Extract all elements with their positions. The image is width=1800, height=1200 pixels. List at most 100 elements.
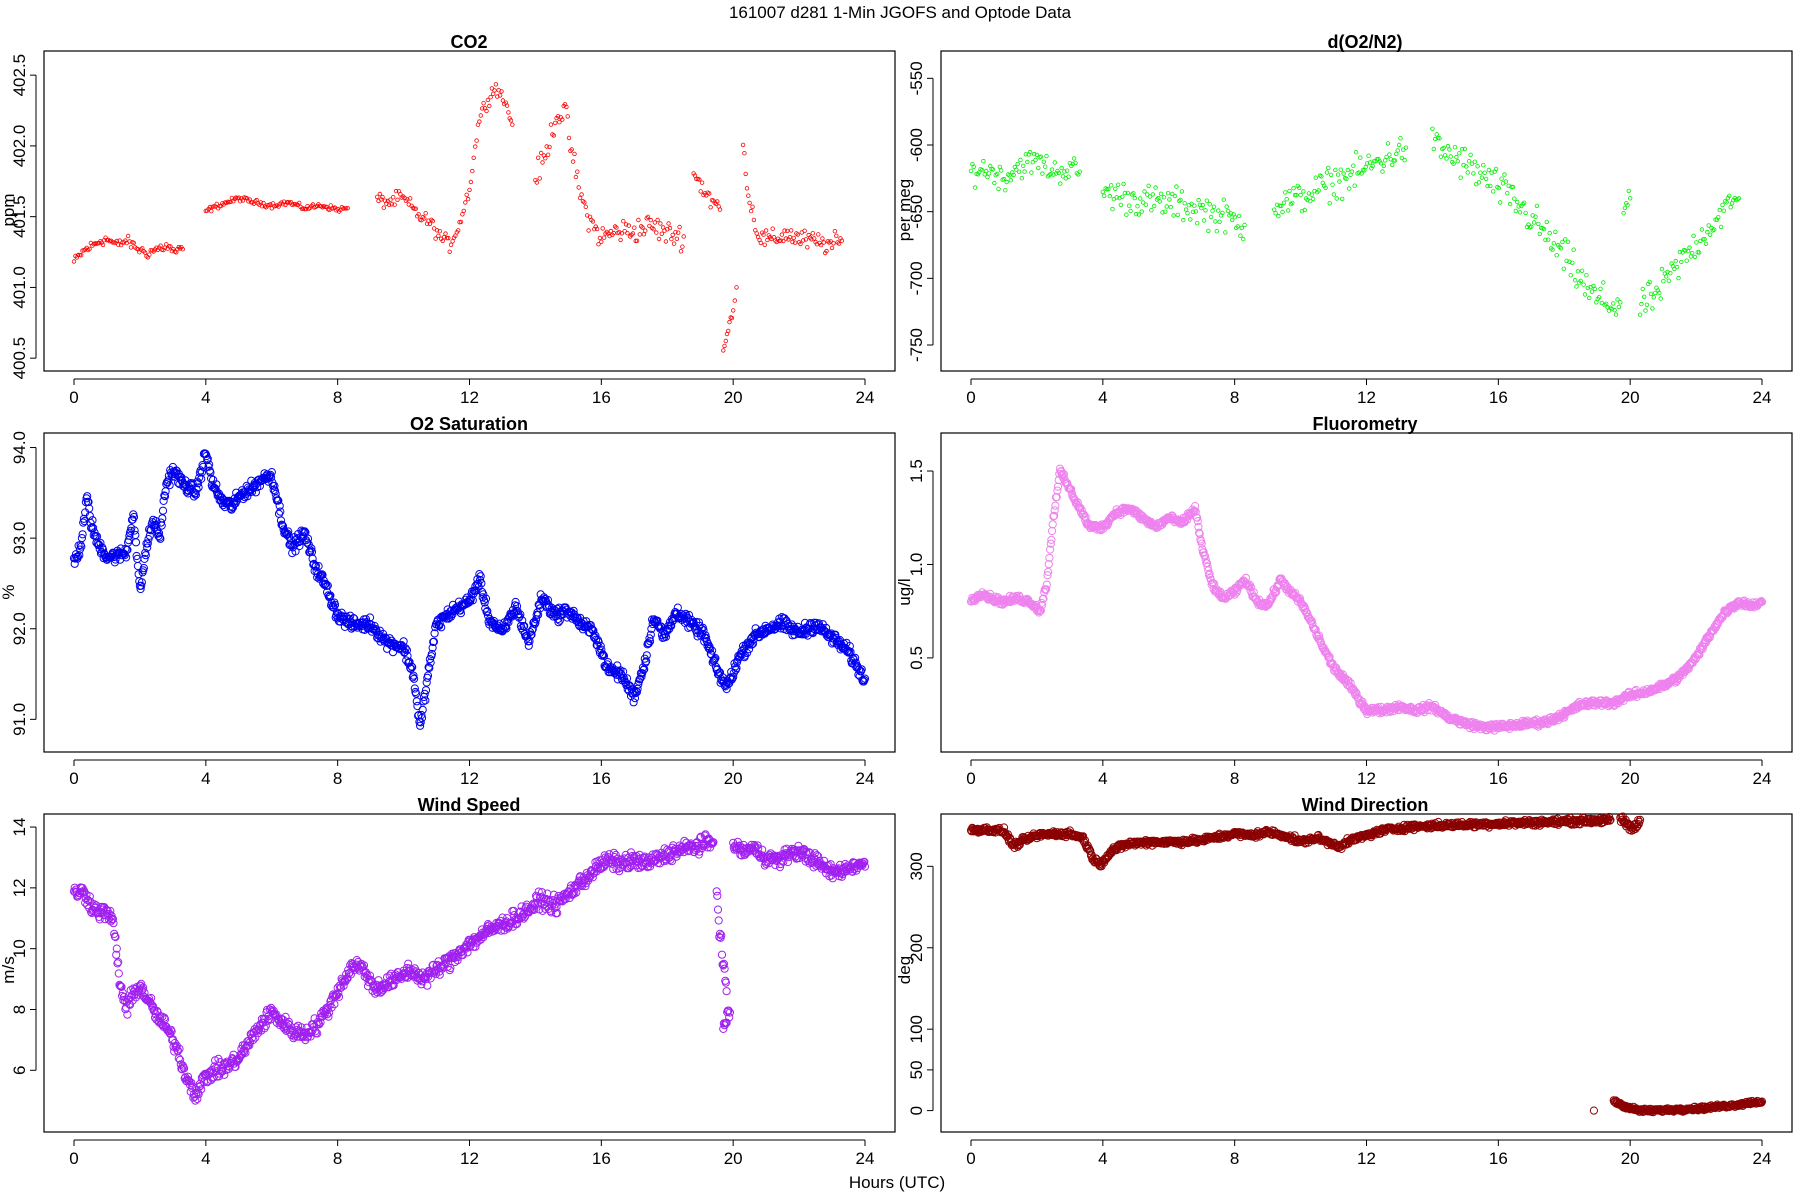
o2-saturation-point — [276, 507, 285, 516]
do2n2-point — [1215, 208, 1221, 213]
co2-point — [597, 235, 603, 241]
do2n2-plot-frame — [940, 50, 1793, 372]
co2-point — [630, 231, 636, 236]
do2n2-point — [1702, 236, 1707, 242]
o2-saturation-point — [88, 516, 97, 525]
co2-point — [832, 228, 838, 234]
o2-saturation-point — [77, 542, 86, 551]
co2-point — [671, 241, 677, 246]
co2-point — [413, 206, 418, 211]
fluorometry-point — [1042, 580, 1051, 589]
o2-saturation-point — [748, 639, 758, 648]
co2-point — [474, 138, 479, 143]
co2-point — [228, 199, 233, 204]
fluorometry-y-axis: 0.51.01.5 — [907, 459, 934, 670]
do2n2-point — [1281, 200, 1287, 205]
do2n2-point — [1335, 172, 1341, 177]
do2n2-point — [1651, 295, 1656, 300]
o2-saturation-point — [330, 600, 340, 610]
o2-saturation-point — [407, 662, 416, 671]
do2n2-point — [1385, 141, 1391, 146]
do2n2-point — [1610, 301, 1616, 306]
o2-saturation-x-tick-label: 24 — [856, 769, 875, 788]
co2-point — [543, 155, 548, 161]
co2-point — [782, 228, 787, 233]
do2n2-point — [1298, 192, 1303, 198]
do2n2-point — [1316, 188, 1321, 193]
co2-point — [99, 240, 104, 245]
co2-point — [388, 197, 393, 202]
wind-speed-x-tick-label: 16 — [592, 1149, 611, 1168]
do2n2-point — [1308, 198, 1313, 204]
wind-direction-x-tick-label: 24 — [1753, 1149, 1772, 1168]
wind-direction-title: Wind Direction — [1302, 795, 1429, 815]
co2-point — [341, 206, 346, 211]
co2-y-tick-label: 400.5 — [10, 337, 29, 380]
do2n2-point — [1122, 190, 1128, 196]
do2n2-point — [1058, 181, 1063, 186]
do2n2-point — [1071, 156, 1077, 161]
o2-saturation-point — [270, 481, 279, 490]
do2n2-point — [1280, 209, 1285, 215]
o2-saturation-point — [742, 648, 752, 658]
o2-saturation-point — [516, 610, 525, 619]
co2-point — [770, 226, 775, 231]
co2-point — [608, 228, 614, 234]
co2-point — [386, 202, 392, 207]
fluorometry-points — [966, 464, 1767, 735]
wind-speed-point — [713, 891, 722, 900]
o2-saturation-point — [636, 674, 645, 683]
do2n2-point — [1138, 196, 1143, 201]
fluorometry-point — [1051, 501, 1060, 510]
o2-saturation-point — [133, 561, 142, 571]
do2n2-point — [1705, 229, 1710, 235]
do2n2-point — [1677, 249, 1683, 255]
do2n2-x-tick-label: 24 — [1753, 388, 1772, 407]
o2-saturation-point — [311, 561, 320, 570]
do2n2-point — [1161, 194, 1167, 200]
do2n2-point — [1571, 247, 1576, 252]
do2n2-point — [1640, 286, 1645, 292]
o2-saturation-point — [80, 517, 89, 526]
co2-point — [636, 217, 641, 223]
co2-point — [500, 98, 506, 103]
o2-saturation-point — [194, 483, 203, 492]
co2-point — [534, 180, 539, 185]
do2n2-x-tick-label: 12 — [1357, 388, 1376, 407]
do2n2-point — [1077, 169, 1082, 174]
co2-point — [621, 218, 626, 224]
co2-point — [647, 223, 652, 229]
do2n2-point — [1554, 253, 1559, 258]
o2-saturation-point — [401, 644, 410, 653]
o2-saturation-point — [645, 634, 654, 643]
do2n2-point — [1171, 213, 1176, 218]
o2-saturation-point — [845, 642, 854, 651]
co2-point — [77, 252, 82, 258]
o2-saturation-point — [120, 551, 129, 560]
do2n2-point — [1228, 211, 1233, 216]
o2-saturation-point — [426, 658, 435, 667]
wind-speed-y-tick-label: 14 — [10, 818, 29, 837]
co2-point — [802, 228, 807, 233]
do2n2-point — [1472, 159, 1477, 164]
do2n2-point — [1056, 170, 1062, 176]
do2n2-point — [1239, 225, 1244, 231]
do2n2-point — [1551, 241, 1557, 246]
do2n2-point — [1668, 271, 1673, 276]
do2n2-point — [1431, 146, 1436, 152]
o2-saturation-point — [646, 637, 655, 646]
do2n2-x-axis: 0 4 8 12 16 20 24 — [966, 378, 1772, 407]
do2n2-point — [1465, 170, 1470, 175]
co2-point — [463, 200, 468, 205]
co2-point — [380, 194, 385, 200]
co2-point — [538, 150, 544, 156]
do2n2-point — [1562, 237, 1568, 242]
do2n2-point — [1059, 165, 1064, 171]
do2n2-point — [1150, 192, 1155, 197]
co2-point — [497, 93, 503, 98]
do2n2-point — [1444, 156, 1449, 161]
co2-point — [437, 228, 442, 234]
o2-saturation-point — [158, 514, 167, 523]
do2n2-point — [1452, 144, 1458, 150]
do2n2-point — [1592, 286, 1598, 292]
